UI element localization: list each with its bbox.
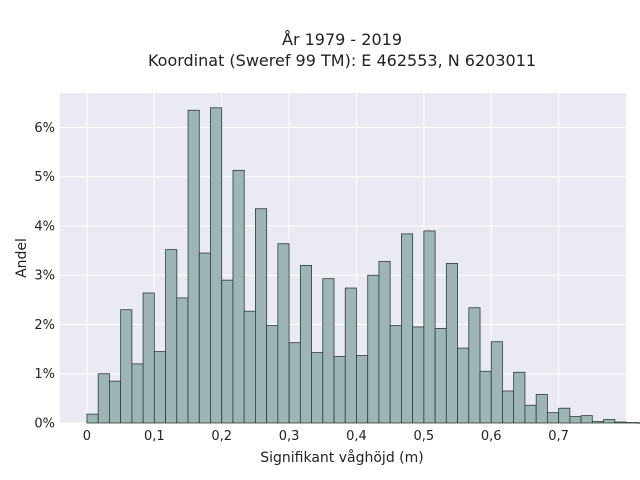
histogram-bar-36	[490, 341, 503, 424]
x-tick-label-5: 0,5	[414, 429, 435, 444]
histogram-bar-20	[311, 352, 324, 424]
histogram-bar-44	[580, 415, 593, 424]
histogram-bar-16	[266, 325, 279, 424]
histogram-bar-27	[389, 325, 402, 424]
histogram-bar-35	[479, 370, 492, 424]
histogram-bar-24	[356, 355, 369, 424]
histogram-tail-bar-4	[636, 422, 640, 424]
y-tick-label-1: 1%	[34, 367, 55, 382]
x-tick-label-2: 0,2	[211, 429, 232, 444]
histogram-bar-28	[401, 233, 414, 424]
histogram-bar-3	[120, 309, 133, 424]
histogram-bar-0	[86, 413, 99, 424]
histogram-bar-34	[468, 307, 481, 424]
histogram-bar-6	[153, 351, 166, 424]
histogram-bar-9	[187, 109, 200, 424]
histogram-bar-40	[535, 394, 548, 424]
histogram-bar-23	[344, 287, 357, 424]
histogram-bar-25	[367, 274, 380, 424]
x-axis-label: Signifikant våghöjd (m)	[260, 449, 423, 466]
histogram-bar-13	[232, 169, 245, 424]
histogram-bar-29	[412, 326, 425, 424]
histogram-bar-18	[288, 342, 301, 424]
x-tick-label-3: 0,3	[279, 429, 300, 444]
histogram-bar-30	[423, 230, 436, 424]
y-axis-label: Andel	[14, 238, 30, 278]
histogram-bar-12	[221, 279, 234, 424]
y-tick-label-5: 5%	[34, 170, 55, 185]
histogram-bar-42	[558, 407, 571, 424]
histogram-bar-19	[299, 264, 313, 424]
histogram-bar-8	[176, 297, 189, 424]
histogram-bars	[86, 107, 640, 424]
histogram-tail-bar-0	[591, 421, 604, 424]
histogram-bar-1	[97, 373, 110, 424]
histogram-bar-10	[198, 252, 211, 424]
histogram-bar-17	[277, 243, 290, 424]
histogram-bar-2	[108, 380, 122, 424]
histogram-bar-32	[445, 263, 458, 424]
y-tick-label-2: 2%	[34, 318, 55, 333]
chart-title-line-1: År 1979 - 2019	[282, 30, 402, 49]
histogram-bar-15	[255, 208, 268, 424]
histogram-bar-41	[546, 412, 560, 424]
x-tick-label-4: 0,4	[346, 429, 367, 444]
histogram-bar-39	[524, 404, 537, 424]
histogram-bar-22	[333, 356, 346, 424]
histogram-tail-bar-3	[625, 422, 638, 424]
chart-title-line-2: Koordinat (Sweref 99 TM): E 462553, N 62…	[148, 51, 536, 70]
histogram-bar-7	[165, 249, 178, 424]
histogram-tail-bar-2	[614, 421, 627, 424]
x-tick-label-1: 0,1	[144, 429, 165, 444]
histogram-bar-14	[243, 310, 256, 424]
histogram-bar-26	[378, 261, 391, 424]
x-tick-label-6: 0,6	[481, 429, 502, 444]
y-axis-ticks: 0% 1% 2% 3% 4% 5% 6%	[34, 121, 55, 432]
histogram-bar-5	[142, 292, 155, 424]
histogram-bar-43	[569, 416, 582, 424]
histogram-bar-11	[210, 107, 223, 424]
histogram-bar-21	[322, 278, 335, 424]
y-tick-label-0: 0%	[34, 417, 55, 432]
y-tick-label-3: 3%	[34, 269, 55, 284]
histogram-bar-33	[457, 347, 470, 424]
x-tick-label-0: 0	[83, 429, 91, 444]
x-tick-label-7: 0,7	[548, 429, 569, 444]
histogram-bar-31	[434, 328, 447, 424]
y-tick-label-4: 4%	[34, 219, 55, 234]
x-axis-ticks: 0 0,1 0,2 0,3 0,4 0,5 0,6 0,7	[83, 429, 569, 444]
y-tick-label-6: 6%	[34, 121, 55, 136]
histogram-bar-4	[131, 363, 144, 424]
histogram-bar-37	[502, 390, 515, 424]
histogram-bar-38	[513, 371, 526, 424]
histogram-tail-bar-1	[603, 419, 616, 424]
